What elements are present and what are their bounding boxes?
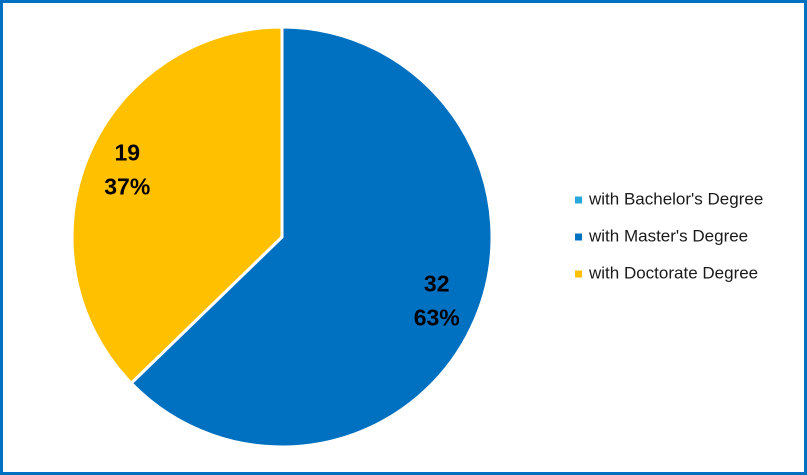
legend-marker [575,196,582,204]
legend-marker [575,233,582,241]
legend-marker [575,270,582,278]
data-label: 19 [114,140,140,166]
data-label: 32 [424,271,450,297]
pie-slice [70,25,284,386]
pie-slice [129,25,494,449]
legend-text: with Bachelor's Degree [588,189,763,208]
percent-label: 37% [104,174,150,200]
legend-text: with Doctorate Degree [588,263,758,282]
percent-label: 63% [414,305,460,331]
legend-text: with Master's Degree [588,226,748,245]
